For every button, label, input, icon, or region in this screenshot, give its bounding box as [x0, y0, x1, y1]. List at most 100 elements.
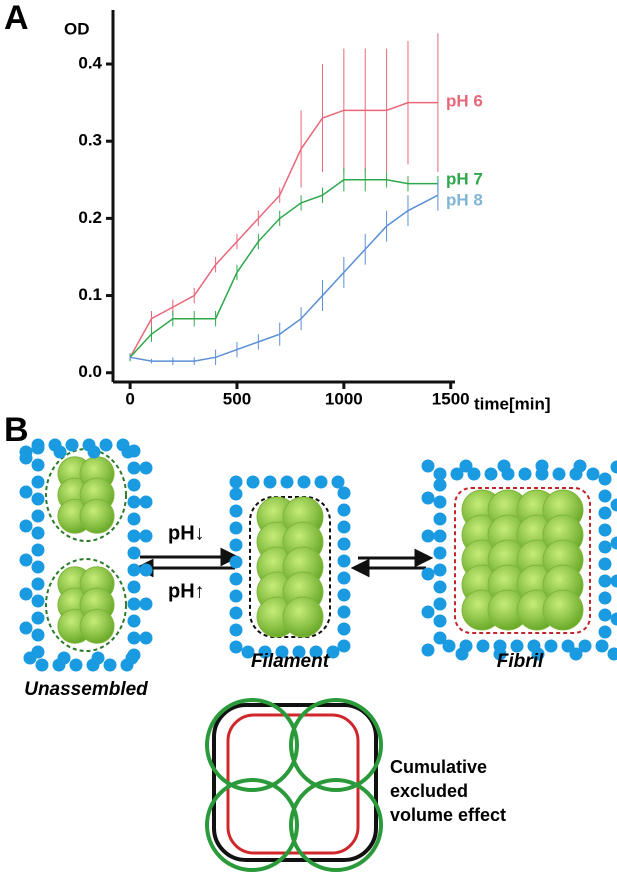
crowder [128, 530, 141, 543]
crowder [128, 547, 141, 560]
crowder [611, 575, 617, 588]
crowder [599, 609, 612, 622]
y-tick-label: 0.2 [78, 208, 102, 227]
x-tick-label: 1000 [325, 389, 363, 408]
crowder [140, 564, 153, 577]
crowder [20, 622, 33, 635]
crowder [545, 640, 558, 653]
crowder [100, 439, 113, 452]
crowder [536, 460, 549, 473]
crowder [338, 521, 351, 534]
note-line: volume effect [390, 805, 506, 825]
crowder [570, 648, 583, 661]
crowder [485, 468, 498, 481]
crowder [140, 598, 153, 611]
crowder [611, 499, 617, 512]
crowder [422, 606, 435, 619]
crowder [434, 530, 447, 543]
crowder [122, 446, 135, 459]
crowder [587, 468, 600, 481]
crowder [128, 462, 141, 475]
crowder [599, 558, 612, 571]
crowder [338, 487, 351, 500]
crowder [230, 522, 243, 535]
crowder [599, 524, 612, 537]
crowder [230, 624, 243, 637]
crowder [230, 476, 243, 489]
crowder [32, 544, 45, 557]
y-tick-label: 0.1 [78, 285, 102, 304]
protein-subunit [543, 590, 583, 630]
crowder [422, 460, 435, 473]
protein-subunit [80, 499, 114, 533]
crowder [422, 644, 435, 657]
note-line: excluded [390, 781, 468, 801]
crowder [20, 452, 33, 465]
panel-label: B [4, 411, 29, 449]
crowder [230, 573, 243, 586]
crowder [230, 556, 243, 569]
crowder [70, 659, 83, 672]
crowder [140, 632, 153, 645]
crowder [553, 468, 566, 481]
crowder [32, 459, 45, 472]
crowder [422, 492, 435, 505]
x-tick-label: 1500 [432, 389, 470, 408]
crowder [92, 652, 105, 665]
x-tick-label: 500 [223, 389, 251, 408]
y-axis-label: OD [64, 19, 90, 38]
crowder [338, 606, 351, 619]
crowder [298, 476, 311, 489]
crowder [140, 496, 153, 509]
crowder [230, 607, 243, 620]
crowder [230, 488, 243, 501]
crowder [338, 640, 351, 653]
stage-label: Filament [251, 651, 330, 672]
protein-subunit [283, 597, 323, 637]
crowder [477, 640, 490, 653]
crowder [338, 589, 351, 602]
x-tick-label: 0 [125, 389, 134, 408]
crowder [128, 615, 141, 628]
crowder [434, 479, 447, 492]
crowder [128, 581, 141, 594]
crowder [32, 493, 45, 506]
crowder [599, 592, 612, 605]
crowder [32, 561, 45, 574]
crowder [58, 652, 71, 665]
crowder [230, 641, 243, 654]
y-tick-label: 0.3 [78, 131, 102, 150]
ph-up: pH↑ [168, 580, 205, 602]
crowder [247, 476, 260, 489]
crowder [422, 568, 435, 581]
crowder [20, 486, 33, 499]
crowder [32, 527, 45, 540]
crowder [434, 547, 447, 560]
crowder [32, 595, 45, 608]
crowder [264, 476, 277, 489]
note-line: Cumulative [390, 757, 487, 777]
crowder [128, 513, 141, 526]
crowder [36, 659, 49, 672]
crowder [315, 476, 328, 489]
crowder [338, 623, 351, 636]
crowder [519, 468, 532, 481]
crowder [66, 439, 79, 452]
crowder [54, 446, 67, 459]
crowder [599, 626, 612, 639]
crowder [596, 640, 609, 653]
crowder [599, 507, 612, 520]
series-label: pH 6 [446, 91, 483, 110]
crowder [434, 632, 447, 645]
crowder [434, 513, 447, 526]
crowder [599, 575, 612, 588]
crowder [338, 555, 351, 568]
crowder [460, 460, 473, 473]
protein-subunit [80, 609, 114, 643]
crowder [338, 504, 351, 517]
crowder [498, 460, 511, 473]
stage-label: Fibril [497, 651, 544, 672]
crowder [32, 510, 45, 523]
crowder [140, 462, 153, 475]
